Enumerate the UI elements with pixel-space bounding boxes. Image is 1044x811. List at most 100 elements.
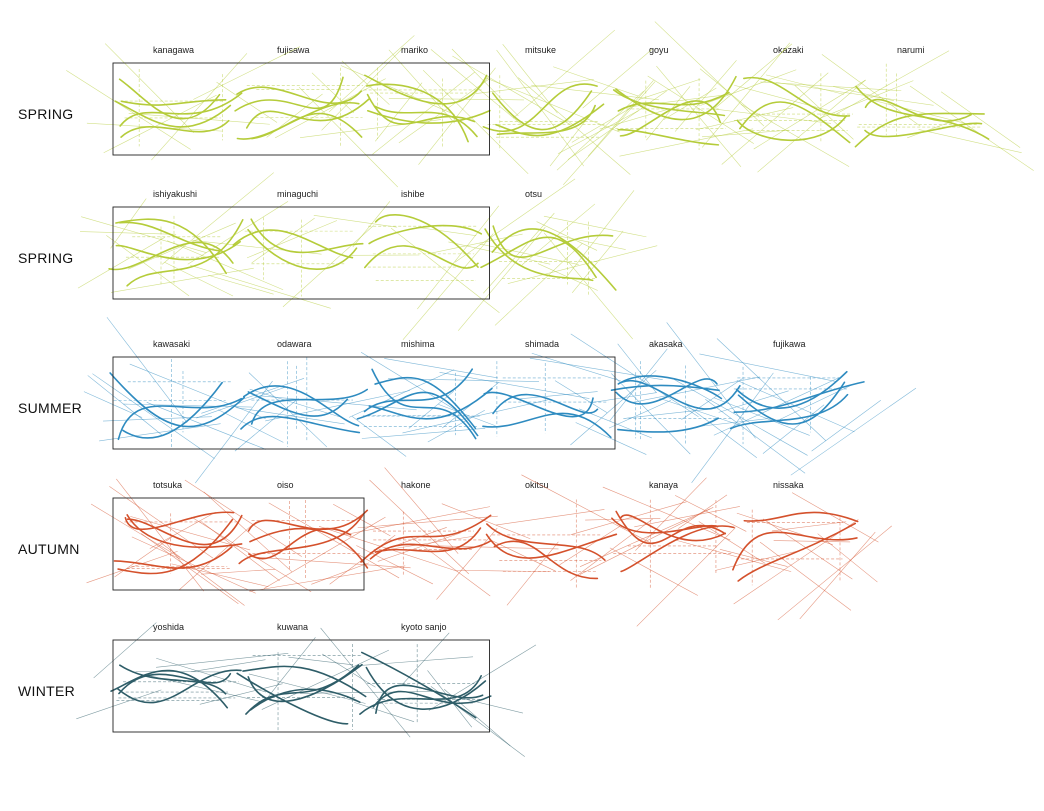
hatch-line bbox=[333, 503, 391, 537]
hatch-line bbox=[590, 392, 657, 404]
stop-label: kawasaki bbox=[153, 339, 190, 349]
hatch-line bbox=[201, 568, 276, 575]
sketch-stroke bbox=[236, 86, 363, 104]
season-label: AUTUMN bbox=[18, 541, 80, 557]
sketch bbox=[184, 479, 411, 593]
hatch-line bbox=[773, 540, 851, 543]
sketch bbox=[66, 43, 270, 161]
hatch-line bbox=[543, 215, 647, 238]
hatch-line bbox=[288, 656, 353, 666]
hatch-line bbox=[268, 502, 400, 579]
sketch-stroke bbox=[120, 98, 227, 106]
sketch-stroke bbox=[247, 391, 349, 417]
sketch-stroke bbox=[122, 381, 223, 439]
sketch bbox=[300, 627, 537, 757]
sketch-stroke bbox=[366, 109, 491, 124]
hatch-line bbox=[191, 516, 312, 593]
sketch-stroke bbox=[732, 531, 858, 571]
hatch-line bbox=[570, 518, 653, 581]
hatch-line bbox=[760, 81, 902, 92]
hatch-line bbox=[116, 478, 204, 592]
sketch-stroke bbox=[492, 225, 614, 258]
hatch-line bbox=[909, 85, 1034, 171]
hatch-line bbox=[611, 373, 691, 455]
hatch-line bbox=[715, 549, 804, 571]
sketch-stroke bbox=[363, 368, 474, 413]
hatch-line bbox=[818, 80, 914, 119]
sketch-stroke bbox=[484, 228, 594, 282]
sketch bbox=[193, 46, 404, 188]
hatch-line bbox=[695, 107, 794, 131]
hatch-line bbox=[617, 343, 657, 393]
hatch-line bbox=[190, 659, 266, 673]
stop-label: goyu bbox=[649, 45, 669, 55]
hatch-line bbox=[638, 78, 701, 100]
stop-label: minaguchi bbox=[277, 189, 318, 199]
sketch-stroke bbox=[372, 690, 492, 708]
hatch-line bbox=[428, 644, 537, 711]
hatch-line bbox=[129, 363, 266, 420]
hatch-line bbox=[701, 42, 791, 148]
hatch-line bbox=[402, 632, 450, 684]
stop-label: otsu bbox=[525, 189, 542, 199]
sketch-stroke bbox=[864, 122, 983, 138]
sketch-stroke bbox=[247, 228, 358, 270]
season-label: SPRING bbox=[18, 250, 73, 266]
hatch-line bbox=[201, 378, 305, 414]
sketch-stroke bbox=[365, 83, 469, 143]
sketch-stroke bbox=[249, 688, 361, 711]
hatch-line bbox=[86, 550, 178, 584]
sketch-stroke bbox=[247, 663, 363, 703]
hatch-line bbox=[817, 533, 878, 583]
sketch-stroke bbox=[621, 379, 741, 410]
hatch-line bbox=[517, 391, 598, 400]
hatch-line bbox=[517, 77, 631, 175]
stop-label: nissaka bbox=[773, 480, 804, 490]
sketch bbox=[818, 50, 1034, 171]
hatch-line bbox=[427, 410, 485, 443]
hatch-line bbox=[321, 653, 376, 688]
sketch bbox=[448, 178, 658, 340]
hatch-line bbox=[771, 521, 847, 532]
hatch-line bbox=[506, 541, 559, 606]
hatch-line bbox=[235, 407, 345, 425]
hatch-line bbox=[131, 536, 256, 594]
hatch-line bbox=[582, 49, 653, 109]
hatch-line bbox=[208, 274, 274, 295]
hatch-line bbox=[249, 388, 340, 418]
hatch-line bbox=[377, 532, 461, 562]
sketch-stroke bbox=[249, 527, 369, 569]
sketch-stroke bbox=[366, 93, 476, 125]
hatch-line bbox=[167, 240, 284, 291]
sketch-stroke bbox=[739, 101, 851, 144]
sketch-stroke bbox=[359, 675, 482, 715]
sketch-stroke bbox=[118, 78, 221, 120]
sketch-stroke bbox=[492, 393, 599, 415]
hatch-line bbox=[585, 517, 661, 521]
hatch-line bbox=[369, 479, 470, 575]
hatch-line bbox=[360, 351, 459, 412]
hatch-line bbox=[536, 221, 598, 251]
sketch bbox=[695, 42, 934, 173]
hatch-line bbox=[714, 108, 832, 124]
hatch-line bbox=[502, 44, 558, 114]
sketch-stroke bbox=[117, 397, 243, 441]
sketch-stroke bbox=[615, 510, 726, 545]
hatch-line bbox=[496, 49, 585, 167]
sketch bbox=[318, 467, 559, 600]
hatch-line bbox=[448, 241, 551, 265]
sketch bbox=[348, 351, 548, 457]
sketch-stroke bbox=[854, 112, 985, 148]
hatch-line bbox=[685, 404, 758, 458]
hatch-line bbox=[626, 408, 713, 419]
sketch-stroke bbox=[864, 98, 972, 122]
hatch-line bbox=[454, 178, 576, 263]
hatch-line bbox=[512, 29, 616, 119]
hatch-line bbox=[675, 539, 792, 572]
hatch-line bbox=[458, 226, 546, 331]
hatch-line bbox=[87, 375, 164, 437]
sketch-stroke bbox=[495, 103, 605, 137]
hatch-line bbox=[92, 373, 215, 459]
sketch-stroke bbox=[364, 245, 479, 269]
hatch-line bbox=[164, 262, 234, 297]
